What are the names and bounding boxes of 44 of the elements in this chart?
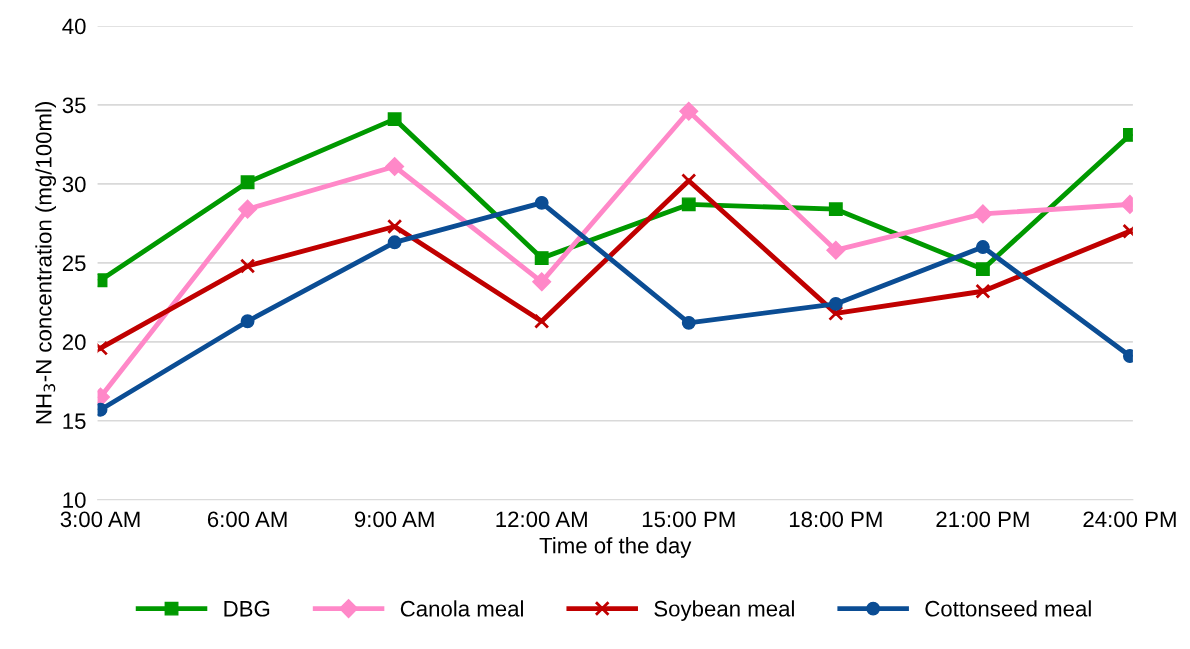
- point: [534, 195, 549, 210]
- y-tick-label: 30: [62, 176, 86, 193]
- x-tick-label: 9:00 AM: [354, 511, 434, 528]
- y-tick-label: 20: [62, 334, 86, 351]
- point: [534, 251, 549, 266]
- point: [240, 314, 255, 329]
- x-tick-label: 18:00 PM: [789, 511, 882, 528]
- x-axis-title: Time of the day: [539, 537, 692, 558]
- legend-label: Canola meal: [400, 600, 523, 617]
- y-tick-label: 25: [62, 255, 86, 272]
- point: [238, 199, 258, 219]
- point: [240, 175, 255, 190]
- point: [975, 240, 990, 254]
- point: [828, 296, 843, 311]
- point: [828, 202, 843, 217]
- point: [975, 262, 990, 277]
- point: [828, 305, 844, 322]
- y-tick-label: 40: [62, 18, 86, 35]
- x-tick-label: 21:00 PM: [936, 511, 1029, 528]
- point: [239, 258, 256, 274]
- point: [534, 313, 550, 329]
- x-tick-label: 15:00 PM: [642, 511, 735, 528]
- x-tick-label: 3:00 AM: [60, 511, 140, 528]
- legend-label: DBG: [224, 600, 270, 617]
- point: [387, 235, 402, 250]
- point: [973, 204, 993, 224]
- x-tick-label: 24:00 PM: [1083, 511, 1176, 528]
- x-tick-label: 6:00 AM: [207, 511, 287, 528]
- point: [679, 101, 699, 121]
- point: [385, 156, 405, 177]
- legend-label: Soybean meal: [654, 600, 794, 621]
- y-tick-label: 15: [63, 413, 86, 430]
- point: [681, 197, 696, 212]
- point: [975, 283, 991, 299]
- point: [387, 218, 403, 235]
- y-axis-title: NH$_{3}$-N concentration (mg/100ml): [35, 102, 57, 424]
- point: [681, 315, 696, 330]
- y-tick-label: 35: [62, 97, 86, 114]
- x-tick-label: 12:00 AM: [496, 511, 587, 528]
- legend-label: Cottonseed meal: [925, 600, 1091, 617]
- point: [532, 272, 552, 292]
- y-tick-label: 10: [63, 492, 86, 508]
- point: [387, 112, 402, 127]
- point: [826, 240, 846, 260]
